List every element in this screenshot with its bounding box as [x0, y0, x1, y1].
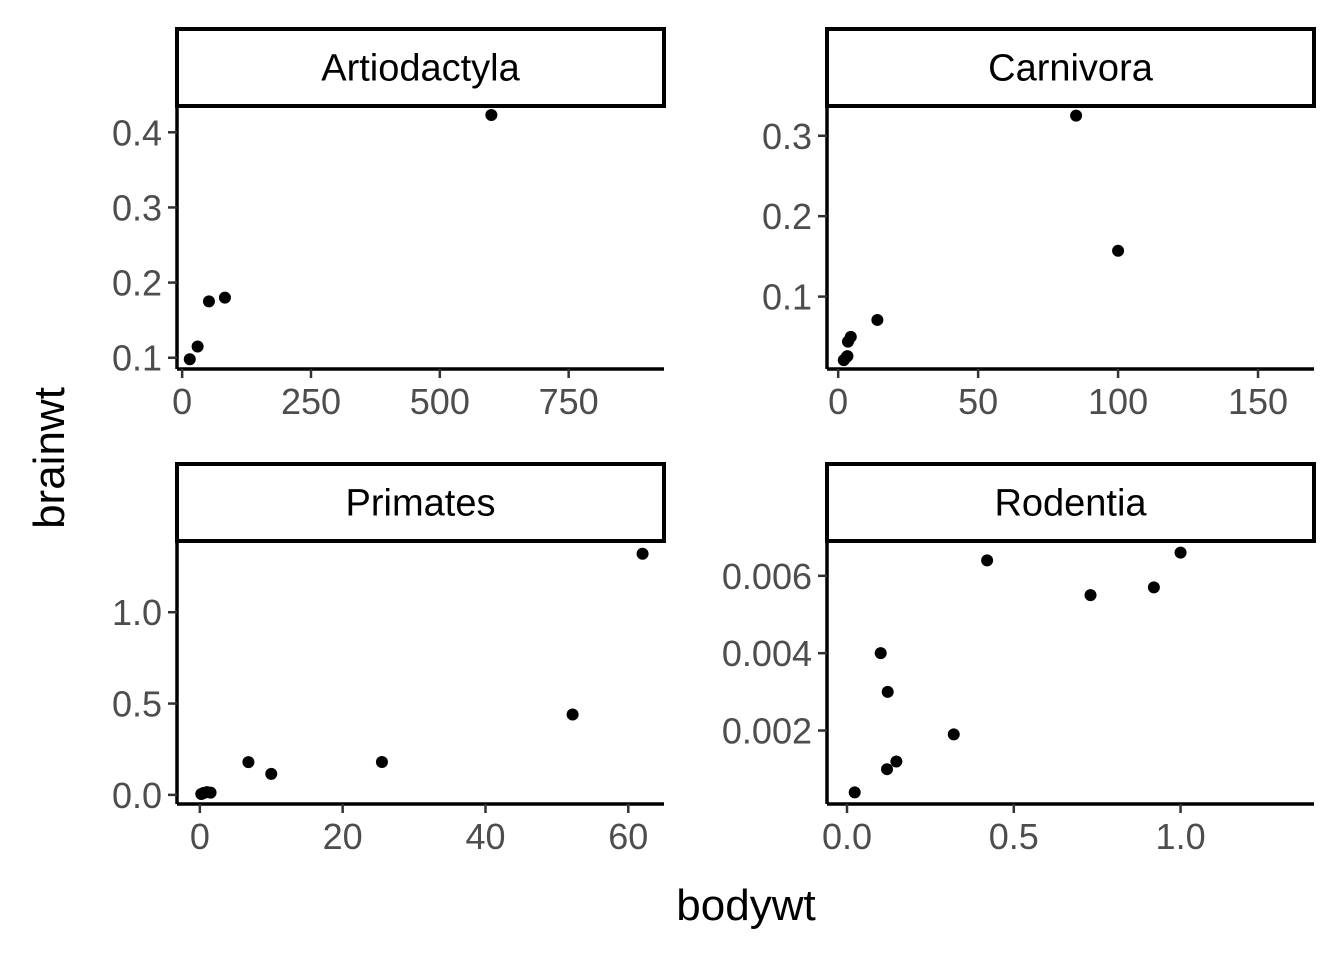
data-point	[947, 728, 960, 741]
facet-strip	[175, 27, 666, 108]
data-point	[881, 685, 894, 698]
y-tick-label: 0.3	[762, 116, 812, 157]
x-tick-label: 50	[958, 381, 998, 422]
facet-strip-label: Carnivora	[988, 48, 1154, 90]
x-tick-label: 60	[608, 816, 648, 857]
facet-strip-label: Rodentia	[994, 483, 1147, 525]
x-tick-label: 0.5	[989, 816, 1039, 857]
x-tick-label: 1.0	[1156, 816, 1206, 857]
x-tick-label: 100	[1088, 381, 1148, 422]
data-point	[1147, 581, 1160, 594]
data-point	[874, 647, 887, 660]
data-point	[566, 708, 579, 721]
x-tick-label: 20	[323, 816, 363, 857]
x-tick-label: 750	[539, 381, 599, 422]
data-point	[242, 756, 255, 769]
data-point	[1112, 244, 1125, 257]
facet-strip-label: Artiodactyla	[321, 48, 520, 90]
data-point	[202, 295, 215, 308]
facet-strip	[825, 462, 1316, 543]
data-point	[375, 755, 388, 768]
data-point	[871, 313, 884, 326]
data-point	[841, 350, 854, 363]
facet-strip	[175, 462, 666, 543]
data-point	[1070, 109, 1083, 122]
x-axis-title: bodywt	[676, 881, 815, 930]
data-point	[191, 340, 204, 353]
y-tick-label: 0.004	[722, 633, 812, 674]
data-point	[844, 330, 857, 343]
x-tick-label: 0	[172, 381, 192, 422]
y-tick-label: 1.0	[112, 592, 162, 633]
x-tick-label: 250	[281, 381, 341, 422]
data-point	[183, 353, 196, 366]
facet-panel: Rodentia 0.0 0.5 1.0 0.002 0.004 0.006	[722, 462, 1316, 857]
data-point	[485, 109, 498, 122]
x-tick-label: 150	[1228, 381, 1288, 422]
y-tick-label: 0.4	[112, 112, 162, 153]
facet-panel: Carnivora 0 50 100 150 0.1 0.2 0.3	[762, 27, 1316, 422]
data-point	[218, 291, 231, 304]
data-point	[636, 547, 649, 560]
y-tick-label: 0.002	[722, 711, 812, 752]
facet-panel: Artiodactyla 0 250 500 750 0.1 0.2 0.3 0.4	[112, 27, 666, 422]
x-tick-label: 40	[465, 816, 505, 857]
x-tick-label: 0.0	[822, 816, 872, 857]
data-point	[1084, 589, 1097, 602]
y-tick-label: 0.3	[112, 187, 162, 228]
x-tick-label: 500	[410, 381, 470, 422]
data-point	[848, 786, 861, 799]
data-point	[265, 767, 278, 780]
data-point	[1174, 546, 1187, 559]
facet-panel: Primates 0 20 40 60 0.0 0.5 1.0	[112, 462, 666, 857]
y-tick-label: 0.006	[722, 556, 812, 597]
y-tick-label: 0.2	[762, 196, 812, 237]
y-tick-label: 0.5	[112, 684, 162, 725]
x-tick-label: 0	[828, 381, 848, 422]
facet-strip	[825, 27, 1316, 108]
data-point	[204, 786, 217, 799]
x-tick-label: 0	[190, 816, 210, 857]
data-point	[881, 763, 894, 776]
facet-strip-label: Primates	[346, 483, 496, 525]
y-axis-title: brainwt	[25, 387, 74, 529]
y-tick-label: 0.1	[112, 338, 162, 379]
y-tick-label: 0.2	[112, 263, 162, 304]
data-point	[981, 554, 994, 567]
y-tick-label: 0.0	[112, 775, 162, 816]
data-point	[890, 755, 903, 768]
y-tick-label: 0.1	[762, 277, 812, 318]
